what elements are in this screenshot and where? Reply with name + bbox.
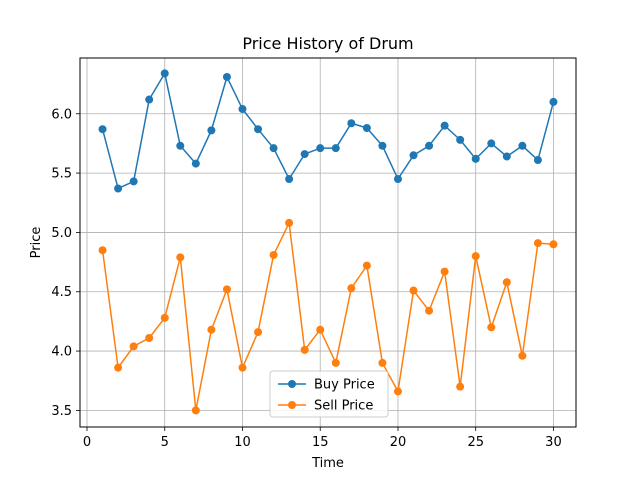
data-point bbox=[487, 139, 496, 148]
data-point bbox=[316, 144, 325, 153]
data-point bbox=[191, 159, 200, 168]
legend: Buy Price Sell Price bbox=[269, 370, 389, 418]
data-point bbox=[456, 382, 465, 391]
y-tick-label: 5.5 bbox=[51, 167, 72, 182]
data-point bbox=[176, 141, 185, 150]
data-point bbox=[160, 313, 169, 322]
data-point bbox=[129, 177, 138, 186]
data-point bbox=[331, 358, 340, 367]
data-point bbox=[409, 151, 418, 160]
data-point bbox=[425, 306, 434, 315]
x-tick-label: 10 bbox=[234, 435, 251, 450]
y-tick-label: 5.0 bbox=[51, 226, 72, 241]
y-tick-label: 4.0 bbox=[51, 345, 72, 360]
data-point bbox=[207, 126, 216, 135]
data-point bbox=[222, 72, 231, 81]
data-point bbox=[207, 325, 216, 334]
x-axis-title: Time bbox=[311, 456, 344, 471]
data-point bbox=[440, 267, 449, 276]
data-point bbox=[471, 154, 480, 163]
data-point bbox=[145, 334, 154, 343]
data-point bbox=[347, 284, 356, 293]
data-point bbox=[425, 141, 434, 150]
data-point bbox=[254, 125, 263, 134]
data-point bbox=[518, 141, 527, 150]
data-point bbox=[502, 152, 511, 161]
data-point bbox=[331, 144, 340, 153]
y-tick-label: 4.5 bbox=[51, 285, 72, 300]
data-point bbox=[533, 156, 542, 165]
data-point bbox=[456, 135, 465, 144]
x-tick-label: 0 bbox=[83, 435, 91, 450]
data-point bbox=[533, 239, 542, 248]
data-point bbox=[191, 406, 200, 415]
data-point bbox=[440, 121, 449, 130]
data-point bbox=[98, 125, 107, 134]
data-point bbox=[114, 184, 123, 193]
data-point bbox=[549, 240, 558, 249]
data-point bbox=[254, 328, 263, 337]
data-point bbox=[222, 285, 231, 294]
data-point bbox=[362, 261, 371, 270]
x-tick-label: 15 bbox=[312, 435, 329, 450]
series-sell-price bbox=[98, 218, 558, 415]
x-axis-ticks: 0 5 10 15 20 25 30 bbox=[83, 427, 562, 450]
data-point bbox=[471, 252, 480, 261]
legend-item: Sell Price bbox=[278, 399, 373, 414]
data-point bbox=[347, 119, 356, 128]
data-point bbox=[238, 363, 247, 372]
data-point bbox=[362, 124, 371, 133]
y-tick-label: 3.5 bbox=[51, 404, 72, 419]
data-point bbox=[378, 358, 387, 367]
data-point bbox=[285, 218, 294, 227]
data-point bbox=[300, 150, 309, 159]
chart-title: Price History of Drum bbox=[242, 34, 413, 53]
legend-label: Sell Price bbox=[314, 399, 373, 414]
x-tick-label: 5 bbox=[161, 435, 169, 450]
data-point bbox=[300, 345, 309, 354]
series-buy-price bbox=[98, 69, 558, 193]
plot-area-frame bbox=[79, 57, 577, 428]
data-point bbox=[269, 250, 278, 259]
legend-marker bbox=[288, 401, 296, 409]
data-point bbox=[145, 95, 154, 104]
series-layer bbox=[98, 69, 558, 415]
legend-item: Buy Price bbox=[278, 378, 375, 393]
data-point bbox=[393, 175, 402, 184]
y-axis-title: Price bbox=[29, 227, 44, 259]
data-point bbox=[502, 278, 511, 287]
data-point bbox=[378, 141, 387, 150]
x-tick-label: 25 bbox=[467, 435, 484, 450]
data-point bbox=[518, 351, 527, 360]
data-point bbox=[409, 286, 418, 295]
grid-lines bbox=[80, 58, 576, 427]
data-point bbox=[316, 325, 325, 334]
data-point bbox=[393, 387, 402, 396]
data-point bbox=[269, 144, 278, 153]
data-point bbox=[549, 97, 558, 106]
x-tick-label: 30 bbox=[545, 435, 562, 450]
data-point bbox=[129, 342, 138, 351]
data-point bbox=[160, 69, 169, 78]
data-point bbox=[98, 246, 107, 255]
y-tick-label: 6.0 bbox=[51, 107, 72, 122]
legend-label: Buy Price bbox=[314, 378, 375, 393]
series-line bbox=[101, 222, 554, 412]
data-point bbox=[487, 323, 496, 332]
data-point bbox=[238, 105, 247, 114]
legend-marker bbox=[288, 380, 296, 388]
x-tick-label: 20 bbox=[390, 435, 407, 450]
data-point bbox=[285, 175, 294, 184]
y-axis-ticks: 3.5 4.0 4.5 5.0 5.5 6.0 bbox=[51, 107, 80, 419]
data-point bbox=[176, 253, 185, 262]
data-point bbox=[114, 363, 123, 372]
